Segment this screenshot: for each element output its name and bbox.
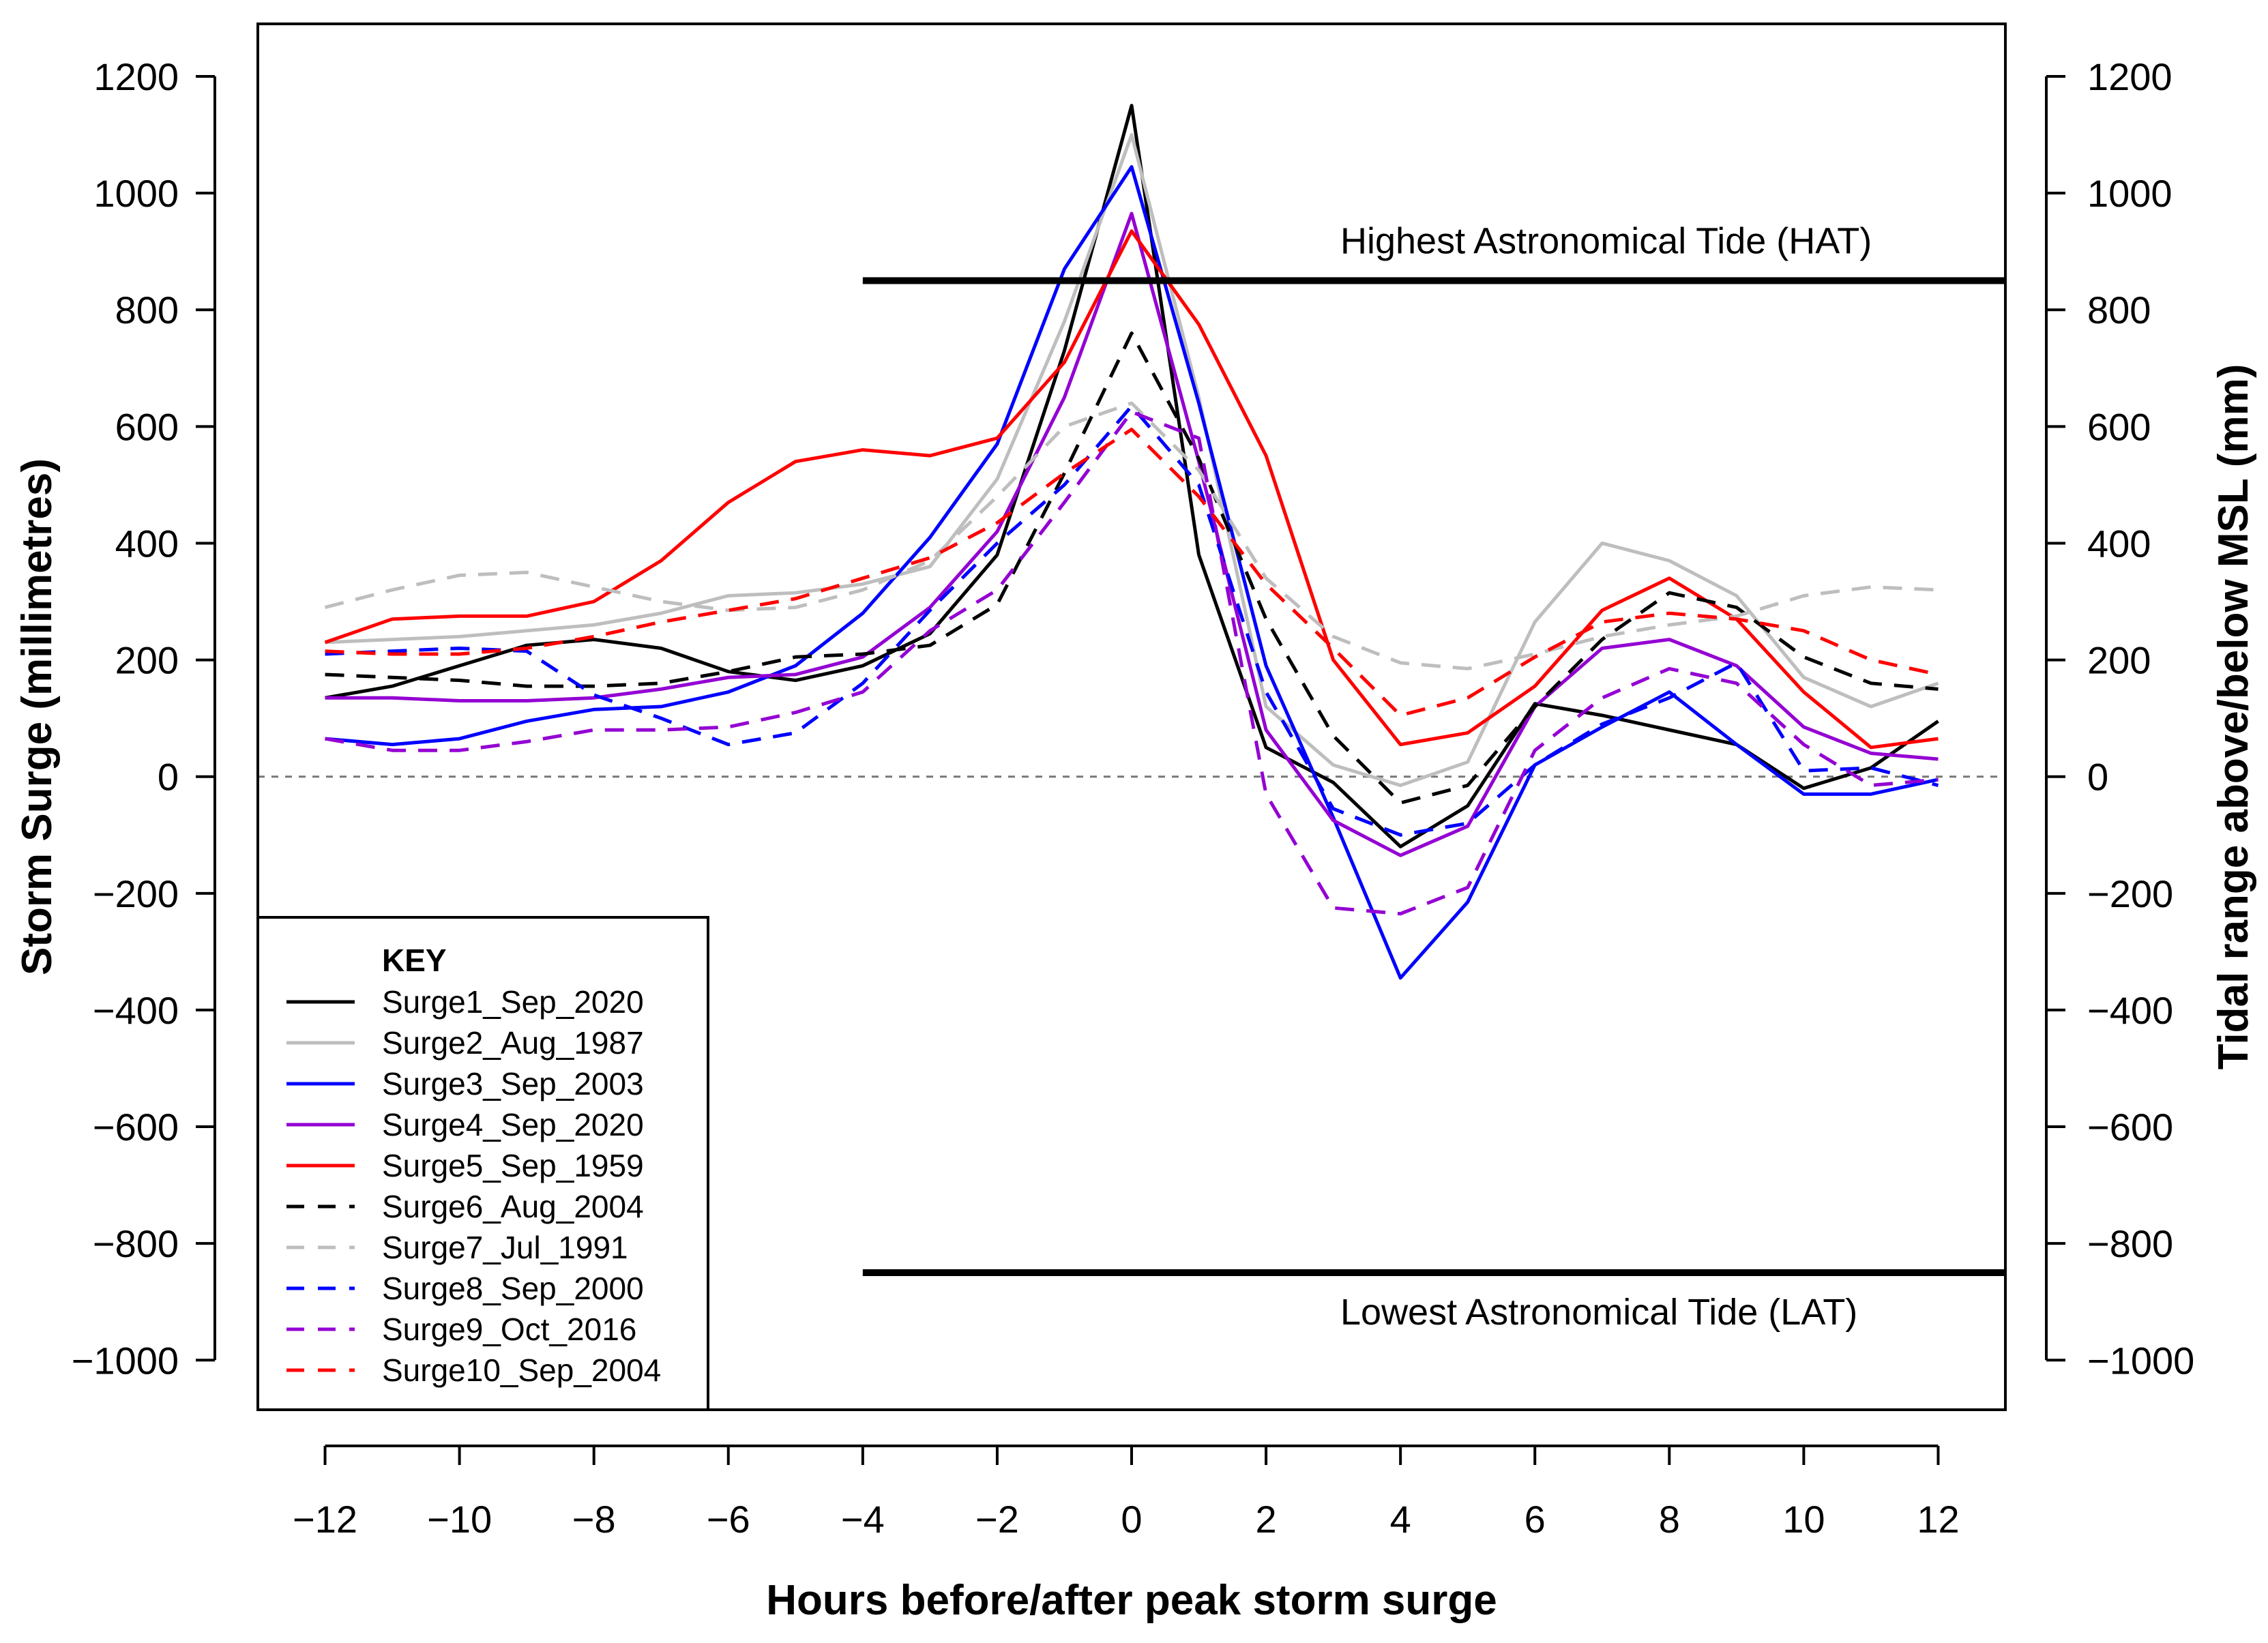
y-tick-label: 0 <box>158 756 179 799</box>
y-tick-label: −400 <box>93 989 179 1032</box>
series-line-2 <box>325 133 1939 788</box>
x-tick-label: 8 <box>1659 1498 1680 1541</box>
x-tick-label: −12 <box>293 1498 357 1541</box>
y2-tick-label: 800 <box>2087 288 2151 331</box>
legend-label: Surge5_Sep_1959 <box>382 1148 644 1183</box>
x-tick-label: 2 <box>1255 1498 1276 1541</box>
x-tick-label: −6 <box>707 1498 750 1541</box>
y-tick-label: −200 <box>93 872 179 915</box>
legend-label: Surge2_Aug_1987 <box>382 1025 644 1061</box>
x-tick-label: 12 <box>1917 1498 1959 1541</box>
x-tick-label: −10 <box>427 1498 492 1541</box>
y-tick-label: 600 <box>115 405 179 448</box>
y-tick-label: −800 <box>93 1222 179 1265</box>
legend-label: Surge3_Sep_2003 <box>382 1066 644 1101</box>
legend-label: Surge7_Jul_1991 <box>382 1230 628 1265</box>
y-tick-label: 800 <box>115 288 179 331</box>
series-line-7 <box>324 401 1939 670</box>
y2-tick-label: −1000 <box>2087 1339 2194 1382</box>
legend-title: KEY <box>382 943 447 978</box>
y2-tick-label: 1000 <box>2087 172 2173 215</box>
x-tick-label: 4 <box>1390 1498 1411 1541</box>
series-line-1 <box>325 104 1939 848</box>
reference-lines: Highest Astronomical Tide (HAT) Lowest As… <box>862 220 2005 1333</box>
legend-label: Surge9_Oct_2016 <box>382 1312 636 1347</box>
x-tick-label: −4 <box>841 1498 885 1541</box>
data-layer <box>258 104 2005 980</box>
x-tick-label: 6 <box>1525 1498 1546 1541</box>
plot-frame <box>256 23 2007 1411</box>
y2-tick-label: 400 <box>2087 522 2151 565</box>
legend-label: Surge1_Sep_2020 <box>382 984 644 1020</box>
y2-tick-label: 1200 <box>2087 55 2173 98</box>
x-tick-label: −8 <box>572 1498 616 1541</box>
y2-tick-label: 200 <box>2087 639 2151 682</box>
y2-tick-label: −200 <box>2087 872 2173 915</box>
axes-layer: −12 −10 −8 −6 −4 −2 0 2 4 6 8 10 12 1200 1200 1000 1000 8… <box>72 55 2195 1541</box>
lat-label: Lowest Astronomical Tide (LAT) <box>1340 1292 1857 1333</box>
x-tick-label: 0 <box>1121 1498 1142 1541</box>
x-axis-title: Hours before/after peak storm surge <box>766 1577 1497 1624</box>
y-tick-label: 200 <box>115 639 179 682</box>
y-tick-label: −1000 <box>72 1339 179 1382</box>
legend-label: Surge6_Aug_2004 <box>382 1189 644 1224</box>
y-tick-label: 1000 <box>93 172 179 215</box>
series-line-10 <box>325 428 1939 717</box>
y2-tick-label: −800 <box>2087 1222 2173 1265</box>
series-line-5 <box>324 229 1939 750</box>
y2-tick-label: 600 <box>2087 405 2151 448</box>
series-line-9 <box>325 410 1939 916</box>
y-axis-title: Storm Surge (millimetres) <box>14 458 61 975</box>
series-line-6 <box>325 331 1939 805</box>
series-line-3 <box>325 165 1939 980</box>
x-tick-label: −2 <box>975 1498 1019 1541</box>
y-tick-label: 1200 <box>93 55 179 98</box>
legend-label: Surge10_Sep_2004 <box>382 1352 661 1388</box>
y2-tick-label: −600 <box>2087 1106 2173 1149</box>
y-tick-label: −600 <box>93 1106 179 1149</box>
legend: KEY Surge1_Sep_2020 Surge2_Aug_1987 Surge3_… <box>256 916 709 1411</box>
hat-label: Highest Astronomical Tide (HAT) <box>1340 220 1872 261</box>
legend-label: Surge8_Sep_2000 <box>382 1271 644 1306</box>
x-tick-label: 10 <box>1782 1498 1825 1541</box>
y2-tick-label: −400 <box>2087 989 2173 1032</box>
y2-tick-label: 0 <box>2087 756 2108 799</box>
legend-label: Surge4_Sep_2020 <box>382 1107 644 1142</box>
y-tick-label: 400 <box>115 522 179 565</box>
series-line-4 <box>325 211 1939 857</box>
y2-axis-title: Tidal range above/below MSL (mm) <box>2210 364 2257 1070</box>
series-line-8 <box>325 404 1939 837</box>
